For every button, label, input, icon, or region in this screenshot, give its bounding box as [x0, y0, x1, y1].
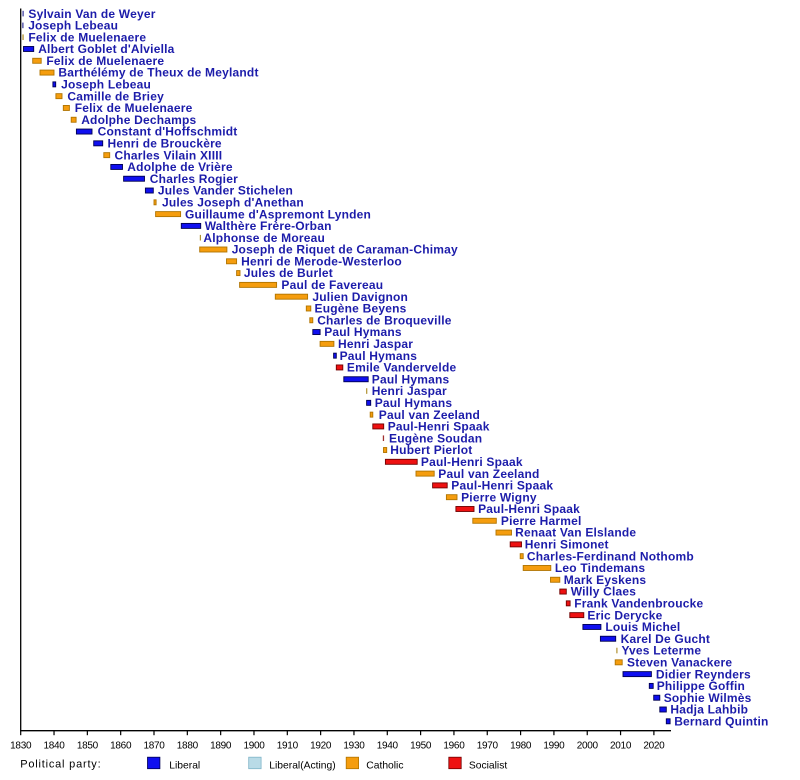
- svg-text:1870: 1870: [143, 741, 165, 752]
- svg-text:Eugène Beyens: Eugène Beyens: [315, 302, 407, 316]
- svg-text:Henri Jaspar: Henri Jaspar: [372, 384, 447, 398]
- svg-text:Hubert Pierlot: Hubert Pierlot: [390, 443, 472, 457]
- svg-text:Emile Vandervelde: Emile Vandervelde: [347, 361, 457, 375]
- svg-text:Felix de Muelenaere: Felix de Muelenaere: [75, 101, 193, 115]
- svg-text:1890: 1890: [210, 741, 232, 752]
- svg-text:1830: 1830: [10, 741, 32, 752]
- svg-text:1920: 1920: [310, 741, 332, 752]
- svg-text:Felix de Muelenaere: Felix de Muelenaere: [46, 54, 164, 68]
- svg-text:Paul-Henri Spaak: Paul-Henri Spaak: [388, 420, 490, 434]
- svg-text:1990: 1990: [543, 741, 565, 752]
- svg-text:Pierre Wigny: Pierre Wigny: [461, 490, 537, 504]
- svg-text:Henri de Merode-Westerloo: Henri de Merode-Westerloo: [241, 254, 402, 268]
- svg-text:Joseph Lebeau: Joseph Lebeau: [61, 78, 151, 92]
- svg-text:1950: 1950: [410, 741, 432, 752]
- svg-text:Camille de Briey: Camille de Briey: [67, 89, 164, 103]
- svg-text:Adolphe Dechamps: Adolphe Dechamps: [81, 113, 196, 127]
- svg-text:2020: 2020: [643, 741, 665, 752]
- svg-text:Paul de Favereau: Paul de Favereau: [281, 278, 383, 292]
- svg-text:1930: 1930: [343, 741, 365, 752]
- svg-text:Renaat Van Elslande: Renaat Van Elslande: [515, 526, 636, 540]
- svg-text:1910: 1910: [277, 741, 299, 752]
- svg-text:Paul Hymans: Paul Hymans: [372, 372, 450, 386]
- svg-text:Albert Goblet d'Alviella: Albert Goblet d'Alviella: [38, 42, 174, 56]
- svg-text:Paul van Zeeland: Paul van Zeeland: [379, 408, 480, 422]
- svg-text:Paul-Henri Spaak: Paul-Henri Spaak: [478, 502, 580, 516]
- svg-text:Julien Davignon: Julien Davignon: [312, 290, 408, 304]
- svg-text:2010: 2010: [610, 741, 632, 752]
- svg-text:Henri de Brouckère: Henri de Brouckère: [108, 137, 222, 151]
- svg-text:Guillaume d'Aspremont Lynden: Guillaume d'Aspremont Lynden: [185, 207, 371, 221]
- svg-text:Paul-Henri Spaak: Paul-Henri Spaak: [421, 455, 523, 469]
- svg-text:1940: 1940: [377, 741, 399, 752]
- svg-text:Constant d'Hoffschmidt: Constant d'Hoffschmidt: [98, 125, 238, 139]
- svg-text:Karel De Gucht: Karel De Gucht: [621, 632, 711, 646]
- svg-text:Socialist: Socialist: [469, 760, 507, 771]
- svg-text:Mark Eyskens: Mark Eyskens: [564, 573, 647, 587]
- svg-text:Paul Hymans: Paul Hymans: [324, 325, 402, 339]
- svg-text:Joseph de Riquet de Caraman-Ch: Joseph de Riquet de Caraman-Chimay: [232, 243, 458, 257]
- svg-text:2000: 2000: [577, 741, 599, 752]
- svg-text:Jules de Burlet: Jules de Burlet: [244, 266, 333, 280]
- svg-text:Paul van Zeeland: Paul van Zeeland: [438, 467, 539, 481]
- svg-text:1970: 1970: [477, 741, 499, 752]
- svg-text:Alphonse de Moreau: Alphonse de Moreau: [203, 231, 325, 245]
- svg-text:Political party:: Political party:: [20, 758, 101, 770]
- svg-text:Henri Simonet: Henri Simonet: [525, 538, 609, 552]
- svg-text:1960: 1960: [443, 741, 465, 752]
- svg-text:Charles Vilain XIIII: Charles Vilain XIIII: [115, 148, 223, 162]
- svg-text:Philippe Goffin: Philippe Goffin: [657, 679, 745, 693]
- svg-text:Willy Claes: Willy Claes: [571, 585, 637, 599]
- svg-text:Barthélémy de Theux de Meyland: Barthélémy de Theux de Meylandt: [58, 66, 258, 80]
- svg-text:Henri Jaspar: Henri Jaspar: [338, 337, 413, 351]
- svg-text:Paul Hymans: Paul Hymans: [375, 396, 453, 410]
- svg-text:Leo Tindemans: Leo Tindemans: [555, 561, 646, 575]
- svg-text:Adolphe de Vrière: Adolphe de Vrière: [127, 160, 233, 174]
- svg-text:Paul Hymans: Paul Hymans: [340, 349, 418, 363]
- svg-text:1980: 1980: [510, 741, 532, 752]
- svg-text:Frank Vandenbroucke: Frank Vandenbroucke: [574, 597, 703, 611]
- svg-text:Eugène Soudan: Eugène Soudan: [389, 431, 482, 445]
- svg-text:Charles de Broqueville: Charles de Broqueville: [317, 313, 452, 327]
- svg-text:1840: 1840: [44, 741, 66, 752]
- svg-text:Liberal: Liberal: [169, 760, 200, 771]
- svg-text:Joseph Lebeau: Joseph Lebeau: [28, 19, 118, 33]
- svg-text:1860: 1860: [110, 741, 132, 752]
- svg-text:Charles Rogier: Charles Rogier: [150, 172, 238, 186]
- svg-text:Liberal(Acting): Liberal(Acting): [269, 760, 335, 771]
- svg-text:Sylvain Van de Weyer: Sylvain Van de Weyer: [28, 7, 155, 21]
- svg-text:Louis Michel: Louis Michel: [605, 620, 680, 634]
- svg-text:Charles-Ferdinand Nothomb: Charles-Ferdinand Nothomb: [527, 549, 694, 563]
- svg-text:Walthère Frère-Orban: Walthère Frère-Orban: [205, 219, 332, 233]
- svg-text:Eric Derycke: Eric Derycke: [587, 608, 662, 622]
- svg-text:Yves Leterme: Yves Leterme: [622, 644, 702, 658]
- svg-text:Jules Vander Stichelen: Jules Vander Stichelen: [158, 184, 293, 198]
- svg-text:Pierre Harmel: Pierre Harmel: [501, 514, 582, 528]
- svg-text:Steven Vanackere: Steven Vanackere: [627, 655, 732, 669]
- svg-text:Felix de Muelenaere: Felix de Muelenaere: [28, 30, 146, 44]
- svg-text:1850: 1850: [77, 741, 99, 752]
- svg-text:Jules Joseph d'Anethan: Jules Joseph d'Anethan: [162, 195, 304, 209]
- svg-text:Didier Reynders: Didier Reynders: [656, 667, 751, 681]
- svg-text:1880: 1880: [177, 741, 199, 752]
- svg-text:Catholic: Catholic: [366, 760, 403, 771]
- svg-text:Paul-Henri Spaak: Paul-Henri Spaak: [451, 479, 553, 493]
- svg-text:Sophie Wilmès: Sophie Wilmès: [664, 691, 752, 705]
- svg-text:1900: 1900: [243, 741, 265, 752]
- svg-text:Hadja Lahbib: Hadja Lahbib: [670, 703, 748, 717]
- svg-text:Bernard Quintin: Bernard Quintin: [674, 714, 768, 728]
